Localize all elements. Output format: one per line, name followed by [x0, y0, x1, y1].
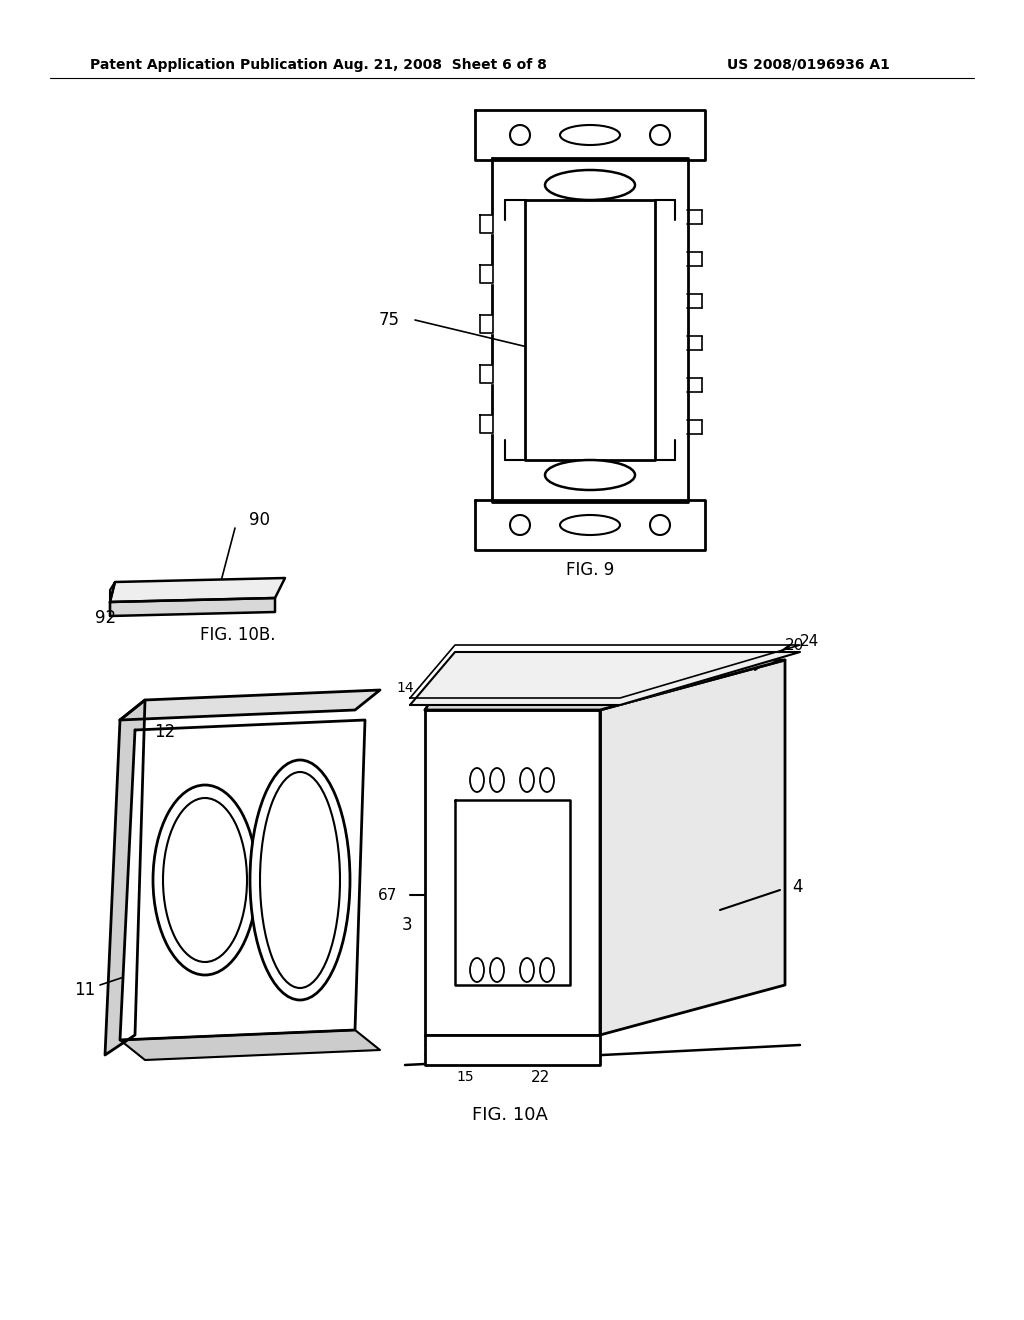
Polygon shape [120, 1030, 380, 1060]
Ellipse shape [520, 768, 534, 792]
Ellipse shape [163, 799, 247, 962]
Circle shape [510, 515, 530, 535]
Ellipse shape [560, 515, 620, 535]
Ellipse shape [260, 772, 340, 987]
Circle shape [580, 515, 600, 535]
Polygon shape [425, 710, 600, 1035]
Ellipse shape [540, 958, 554, 982]
Ellipse shape [250, 760, 350, 1001]
Polygon shape [492, 158, 688, 502]
Ellipse shape [470, 768, 484, 792]
Text: 15: 15 [456, 1071, 474, 1084]
Circle shape [580, 125, 600, 145]
Ellipse shape [490, 958, 504, 982]
Text: 11: 11 [75, 981, 95, 999]
Polygon shape [120, 719, 365, 1040]
Text: 67: 67 [378, 887, 397, 903]
Text: 4: 4 [792, 878, 803, 896]
Ellipse shape [545, 459, 635, 490]
Polygon shape [475, 110, 705, 160]
Polygon shape [110, 582, 115, 616]
Ellipse shape [545, 170, 635, 201]
Polygon shape [480, 366, 493, 383]
Circle shape [650, 515, 670, 535]
Text: 15: 15 [446, 681, 464, 696]
Polygon shape [455, 800, 570, 985]
Text: 12: 12 [155, 723, 176, 741]
Text: FIG. 9: FIG. 9 [566, 561, 614, 579]
Polygon shape [425, 660, 785, 710]
Text: FIG. 10B.: FIG. 10B. [200, 626, 275, 644]
Text: 20: 20 [785, 638, 805, 652]
Ellipse shape [490, 768, 504, 792]
Polygon shape [475, 500, 705, 550]
Polygon shape [110, 598, 275, 616]
Polygon shape [480, 265, 493, 282]
Polygon shape [525, 201, 655, 459]
Ellipse shape [153, 785, 257, 975]
Text: 75: 75 [379, 312, 400, 329]
Polygon shape [425, 1035, 600, 1065]
Circle shape [510, 125, 530, 145]
Text: US 2008/0196936 A1: US 2008/0196936 A1 [727, 58, 890, 73]
Polygon shape [105, 700, 145, 1055]
Polygon shape [110, 578, 285, 602]
Text: FIG. 10A: FIG. 10A [472, 1106, 548, 1125]
Text: 14: 14 [396, 681, 414, 696]
Ellipse shape [540, 768, 554, 792]
Polygon shape [480, 315, 493, 333]
Polygon shape [600, 660, 785, 1035]
Text: 90: 90 [497, 678, 514, 692]
Circle shape [650, 125, 670, 145]
Ellipse shape [470, 958, 484, 982]
Text: 90: 90 [250, 511, 270, 529]
Polygon shape [120, 690, 380, 719]
Ellipse shape [520, 958, 534, 982]
Polygon shape [480, 215, 493, 234]
Ellipse shape [560, 125, 620, 145]
Text: Aug. 21, 2008  Sheet 6 of 8: Aug. 21, 2008 Sheet 6 of 8 [333, 58, 547, 73]
Text: 24: 24 [800, 635, 819, 649]
Text: 22: 22 [530, 1069, 550, 1085]
Polygon shape [480, 414, 493, 433]
Text: Patent Application Publication: Patent Application Publication [90, 58, 328, 73]
Text: 3: 3 [401, 916, 413, 935]
Text: 92: 92 [95, 609, 116, 627]
Polygon shape [410, 652, 800, 705]
